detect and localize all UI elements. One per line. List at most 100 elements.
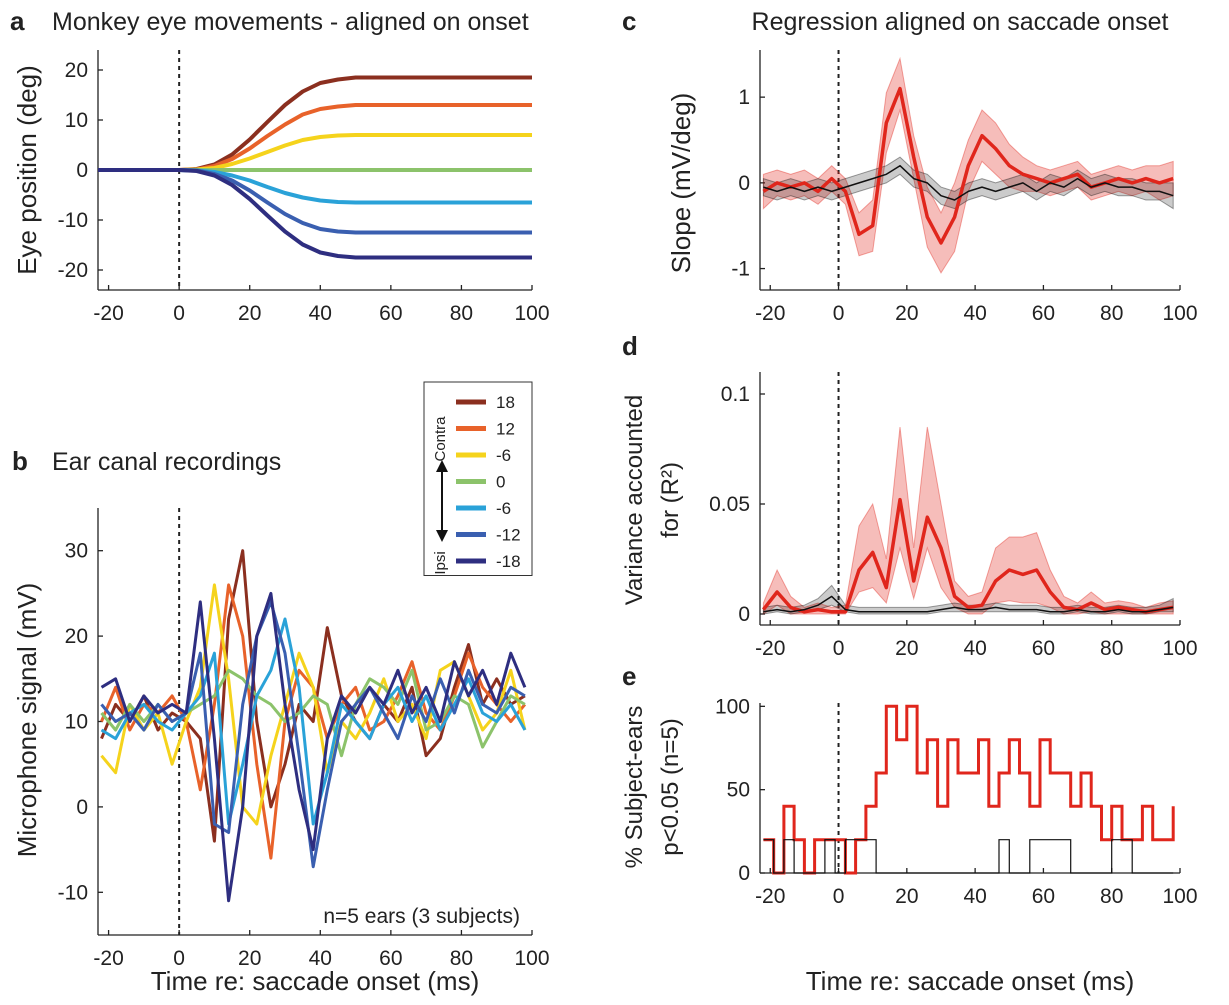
data-line [100, 549, 526, 843]
x-tick-label: 100 [1162, 302, 1197, 325]
y-tick-label: 0.1 [721, 383, 750, 406]
x-tick-label: 60 [1032, 302, 1055, 325]
x-tick-label: 60 [379, 947, 402, 970]
y-tick-label: -20 [58, 259, 88, 282]
legend-direction: Ipsi [432, 551, 449, 574]
y-axis-label: Microphone signal (mV) [12, 583, 42, 858]
x-tick-label: 20 [238, 947, 261, 970]
legend-label: 0 [496, 473, 505, 492]
y-tick-label: 0 [738, 603, 750, 626]
data-line [762, 86, 1174, 245]
x-tick-label: 80 [1100, 637, 1123, 660]
y-tick-label: 1 [738, 86, 750, 109]
x-tick-label: -20 [755, 885, 785, 908]
x-tick-label: -20 [755, 637, 785, 660]
x-tick-label: 100 [514, 302, 549, 325]
annotation: n=5 ears (3 subjects) [323, 905, 520, 928]
y-tick-label: 30 [65, 540, 88, 563]
y-tick-label: 10 [65, 711, 88, 734]
y-tick-label: -1 [731, 258, 750, 281]
x-tick-label: 100 [1162, 885, 1197, 908]
data-line [100, 600, 526, 869]
x-tick-label: 0 [173, 302, 185, 325]
data-line [763, 164, 1174, 201]
y-tick-label: 0.05 [709, 493, 750, 516]
x-tick-label: 20 [238, 302, 261, 325]
legend-label: -18 [496, 552, 521, 571]
legend-label: -12 [496, 526, 521, 545]
legend-label: -6 [496, 446, 511, 465]
y-axis-label: Slope (mV/deg) [666, 93, 696, 274]
error-band [762, 156, 1174, 210]
x-tick-label: 20 [895, 302, 918, 325]
x-tick-label: -20 [93, 947, 123, 970]
panel-title: Ear canal recordings [52, 448, 281, 476]
y-tick-label: 0 [76, 159, 88, 182]
data-line [762, 497, 1174, 614]
x-axis-label: Time re: saccade onset (ms) [151, 966, 479, 996]
panel-title: Regression aligned on saccade onset [752, 8, 1169, 36]
x-tick-label: 100 [514, 947, 549, 970]
x-tick-label: 100 [1162, 637, 1197, 660]
data-line [98, 168, 532, 205]
legend-direction: Contra [432, 416, 449, 462]
legend-label: -6 [496, 499, 511, 518]
legend-box [423, 381, 533, 576]
legend-label: 18 [496, 393, 515, 412]
x-tick-label: 80 [450, 947, 473, 970]
x-axis-label: Time re: saccade onset (ms) [806, 966, 1134, 996]
x-tick-label: 80 [1100, 885, 1123, 908]
x-tick-label: 0 [833, 637, 845, 660]
y-tick-label: 20 [65, 59, 88, 82]
x-tick-label: -20 [755, 302, 785, 325]
error-band [762, 426, 1174, 615]
x-tick-label: 80 [450, 302, 473, 325]
data-line [98, 75, 532, 172]
y-axis-label: % Subject-ears [621, 706, 648, 869]
step-line [763, 839, 1174, 874]
x-tick-label: 20 [895, 885, 918, 908]
panel-letter: d [622, 331, 638, 361]
x-tick-label: 40 [309, 947, 332, 970]
data-line [100, 617, 527, 826]
x-tick-label: 40 [963, 885, 986, 908]
panel-letter: b [12, 446, 28, 476]
panel-letter: c [622, 6, 636, 36]
data-line [100, 591, 527, 903]
y-tick-label: -10 [58, 881, 88, 904]
step-line [763, 704, 1175, 875]
x-tick-label: 60 [1032, 885, 1055, 908]
x-tick-label: 60 [1032, 637, 1055, 660]
x-tick-label: 40 [963, 637, 986, 660]
legend-label: 12 [496, 420, 515, 439]
x-tick-label: 60 [379, 302, 402, 325]
legend: 18 12 -6 0 -6 -12 -18 Contra Ipsi [423, 381, 533, 576]
x-tick-label: -20 [93, 302, 123, 325]
x-tick-label: 0 [833, 885, 845, 908]
data-line [763, 595, 1174, 613]
panel-letter: e [622, 661, 636, 691]
y-tick-label: 0 [738, 172, 750, 195]
y-tick-label: 20 [65, 625, 88, 648]
x-tick-label: 40 [309, 302, 332, 325]
x-tick-label: 20 [895, 637, 918, 660]
x-tick-label: 0 [833, 302, 845, 325]
y-axis-label: Variance accounted [621, 395, 648, 605]
y-tick-label: -10 [58, 209, 88, 232]
data-line [98, 168, 532, 260]
y-tick-label: 0 [76, 796, 88, 819]
x-tick-label: 40 [963, 302, 986, 325]
y-tick-label: 100 [715, 695, 750, 718]
panel-title: Monkey eye movements - aligned on onset [52, 8, 529, 36]
y-axis-label: for (R²) [657, 462, 684, 538]
data-line [98, 133, 532, 172]
x-tick-label: 80 [1100, 302, 1123, 325]
y-axis-label: Eye position (deg) [12, 65, 42, 275]
y-tick-label: 50 [727, 779, 750, 802]
panel-letter: a [10, 6, 25, 36]
y-axis-label: p<0.05 (n=5) [657, 718, 684, 855]
y-tick-label: 0 [738, 862, 750, 885]
y-tick-label: 10 [65, 109, 88, 132]
x-tick-label: 0 [173, 947, 185, 970]
